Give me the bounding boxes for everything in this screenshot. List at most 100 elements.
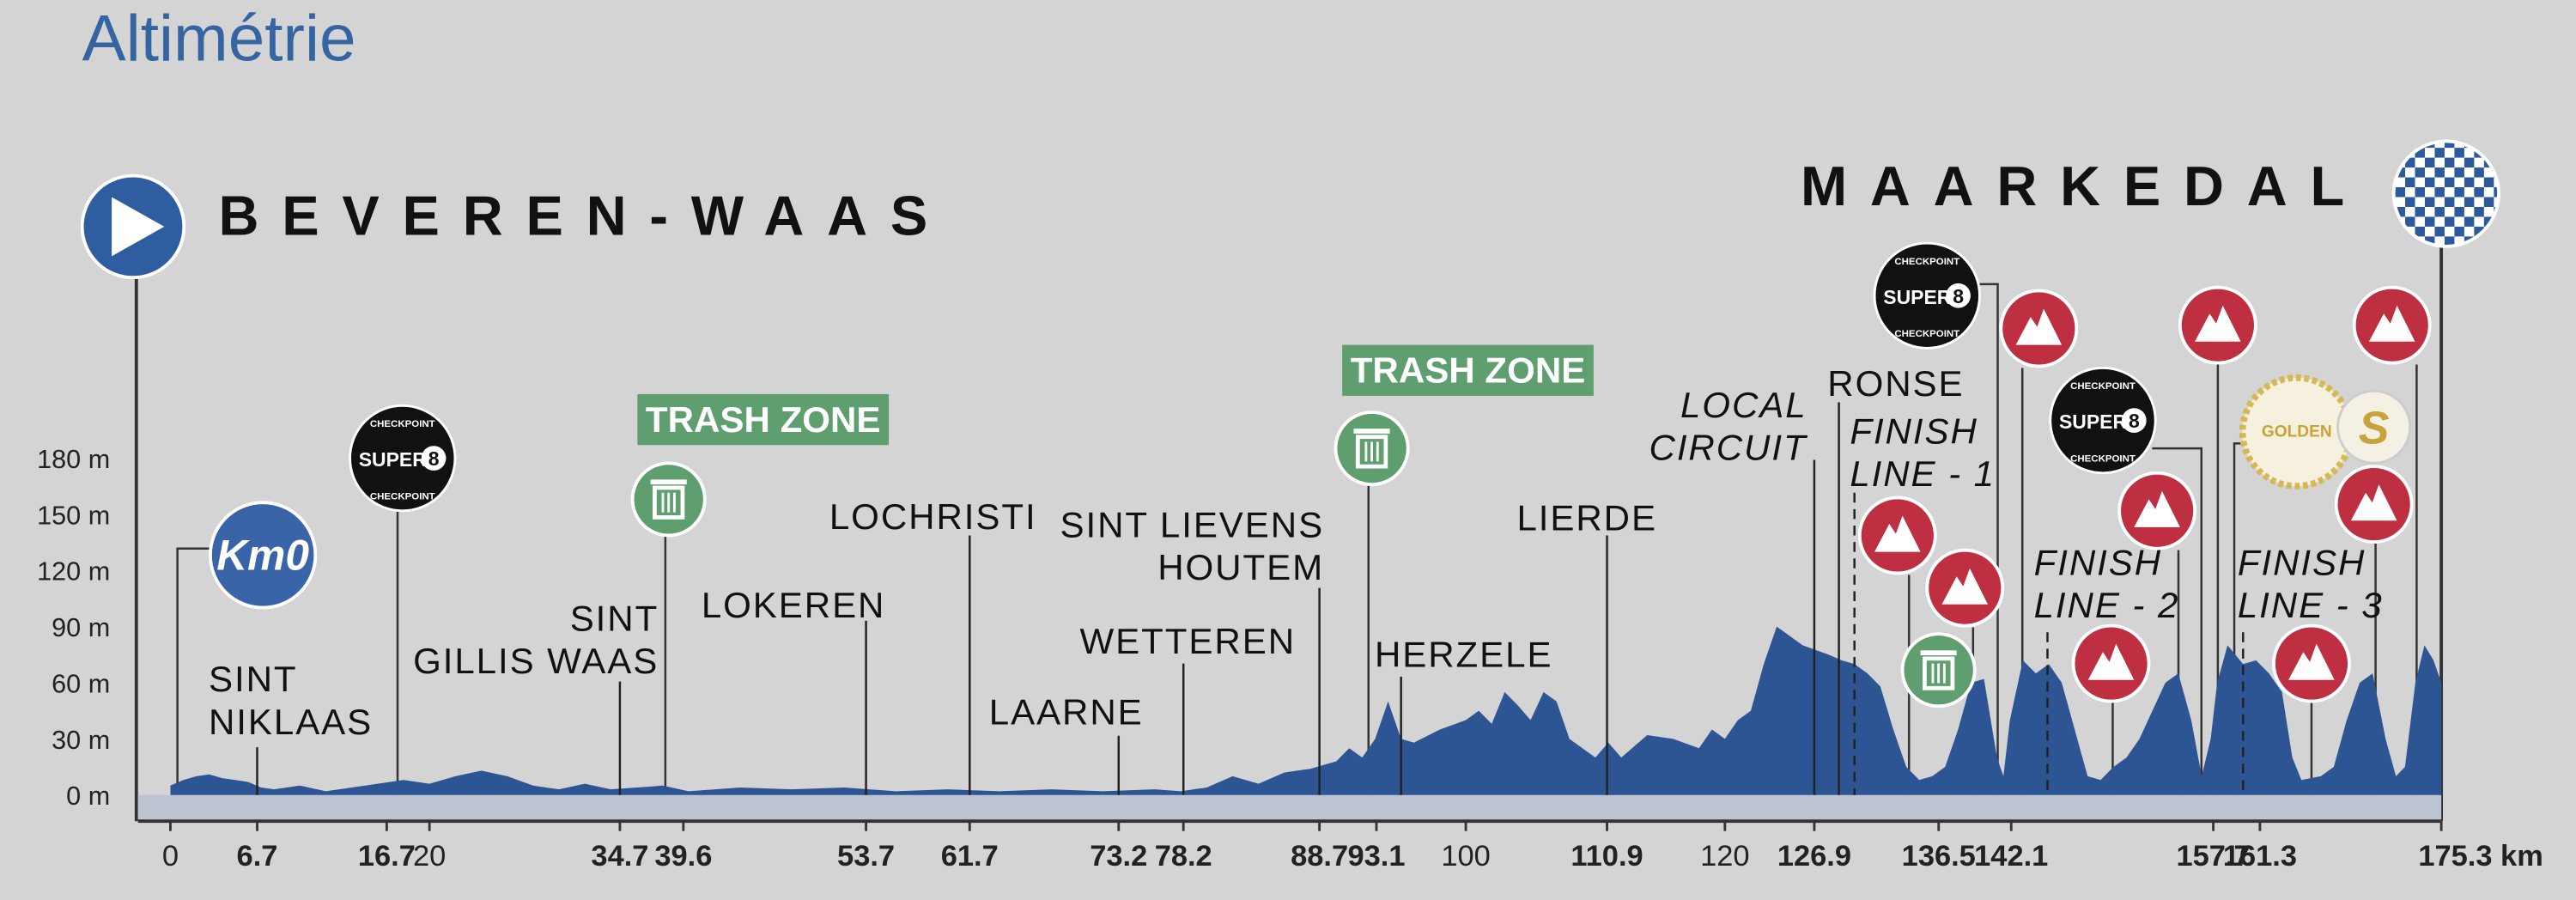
trash-zone-label: TRASH ZONE [646, 399, 881, 440]
y-tick-label: 180 m [37, 445, 110, 474]
trash-zone-label: TRASH ZONE [1351, 350, 1586, 391]
mountain-icon [2334, 465, 2414, 544]
mountain-glyph [2087, 643, 2135, 680]
checkpoint-icon: CHECKPOINT CHECKPOINT SUPER 8 [349, 404, 457, 513]
place-label: HERZELE [1375, 634, 1553, 674]
place-label: LOCHRISTI [829, 496, 1037, 537]
km0-label: Km0 [216, 532, 309, 580]
eight-disc [1946, 283, 1971, 308]
checkpoint-disc [2049, 366, 2157, 475]
y-tick-label: 90 m [52, 613, 110, 642]
eight-text: 8 [428, 447, 440, 470]
mountain-glyph [2134, 490, 2180, 527]
checkpoint-text: CHECKPOINT [1894, 257, 1959, 267]
place-label: LINE - 2 [2034, 585, 2180, 625]
y-tick-label: 30 m [52, 726, 110, 755]
sprint-disc [2336, 389, 2412, 465]
trash-lid [1920, 650, 1957, 656]
mountain-icon [1857, 496, 1937, 575]
x-tick-label: 100 [1441, 840, 1490, 873]
place-label: FINISH [2034, 542, 2162, 582]
mountain-icon [1925, 548, 2005, 628]
mountain-icon [2352, 285, 2432, 365]
super-text: SUPER [359, 448, 427, 471]
x-tick-label: 16.7 [358, 840, 416, 873]
trash-icon [630, 461, 707, 538]
checkpoint-text: CHECKPOINT [2070, 453, 2136, 464]
x-tick-label: 20 [413, 840, 446, 873]
trash-lid [1353, 429, 1390, 434]
mountain-glyph [1874, 515, 1921, 552]
start-arrow [112, 197, 165, 257]
mountain-glyph [2015, 308, 2063, 345]
mountain-icon [2178, 285, 2257, 365]
x-tick-label: 0 [162, 840, 179, 873]
eight-text: 8 [2129, 410, 2140, 432]
x-tick-label: 6.7 [237, 840, 278, 873]
km0-icon: Km0 [208, 501, 318, 610]
place-label: RONSE [1827, 363, 1964, 404]
mountain-glyph [2288, 643, 2335, 680]
y-tick-label: 0 m [66, 781, 110, 811]
place-label: LIERDE [1516, 498, 1657, 538]
plot: 0 m 30 m 60 m 90 m 120 m 150 m 180 m 0 6.7 16.720… [37, 363, 2543, 873]
elevation-area [170, 626, 2442, 795]
trash-zone-box [637, 393, 890, 446]
y-tick-label: 60 m [52, 669, 110, 698]
x-tick-label: 61.7 [941, 840, 999, 873]
km0-disc [208, 501, 318, 610]
mountain-icon [2272, 623, 2351, 703]
sprint-icon: S [2336, 389, 2412, 465]
start-name: BEVEREN-WAAS [218, 184, 951, 246]
mountain-icon [2117, 471, 2197, 550]
place-label: SINT LIEVENS [1060, 504, 1325, 544]
place-label: LOKEREN [702, 585, 886, 625]
finish-icon [2391, 139, 2500, 248]
x-tick-label: 120 [1700, 840, 1749, 873]
place-label: LAARNE [989, 691, 1144, 732]
leader [176, 547, 210, 795]
leader [2152, 447, 2203, 795]
chart-title: Altimétrie [82, 3, 356, 76]
place-label: HOUTEM [1157, 547, 1324, 587]
baseline-band [137, 794, 2442, 822]
mountain-glyph [1941, 568, 1989, 605]
golden-icon: GOLDEN [2239, 374, 2354, 490]
trash-zone-box [1342, 344, 1594, 396]
trash-bin [1922, 656, 1955, 690]
x-tick-label: 93.1 [1347, 840, 1405, 873]
checkpoint-text: CHECKPOINT [370, 491, 435, 502]
place-label: GILLIS WAAS [413, 641, 659, 681]
x-tick-label: 73.2 [1090, 840, 1147, 873]
place-label: FINISH [1850, 410, 1978, 451]
place-label: LOCAL [1680, 385, 1807, 425]
sprint-label: S [2359, 403, 2390, 453]
y-tick-label: 150 m [37, 501, 110, 530]
x-tick-label: 136.5 [1902, 840, 1976, 873]
finish-name: MAARKEDAL [1801, 155, 2367, 217]
golden-label: GOLDEN [2262, 423, 2332, 441]
x-tick-label: 142.1 [1974, 840, 2048, 873]
checkpoint-disc [349, 404, 457, 513]
checkpoint-text: CHECKPOINT [2070, 381, 2136, 392]
mountain-glyph [2368, 305, 2415, 342]
place-label: FINISH [2238, 542, 2366, 582]
mountain-glyph [2350, 484, 2397, 521]
checkpoint-text: CHECKPOINT [1894, 329, 1959, 339]
eight-disc [2121, 408, 2147, 433]
place-label: WETTEREN [1080, 621, 1296, 661]
place-label: SINT [209, 659, 298, 699]
x-tick-label: 157.7 [2177, 840, 2251, 873]
place-label: CIRCUIT [1649, 427, 1808, 467]
place-label: NIKLAAS [209, 702, 373, 742]
mountain-icon [1999, 289, 2079, 368]
trash-icon [1334, 410, 1410, 487]
checkpoint-text: CHECKPOINT [370, 419, 435, 429]
x-tick-label: 53.7 [837, 840, 895, 873]
super-text: SUPER [1883, 286, 1951, 308]
trash-bin [1355, 435, 1388, 469]
trash-bin [653, 485, 685, 520]
x-tick-label: 88.7 [1291, 840, 1348, 873]
